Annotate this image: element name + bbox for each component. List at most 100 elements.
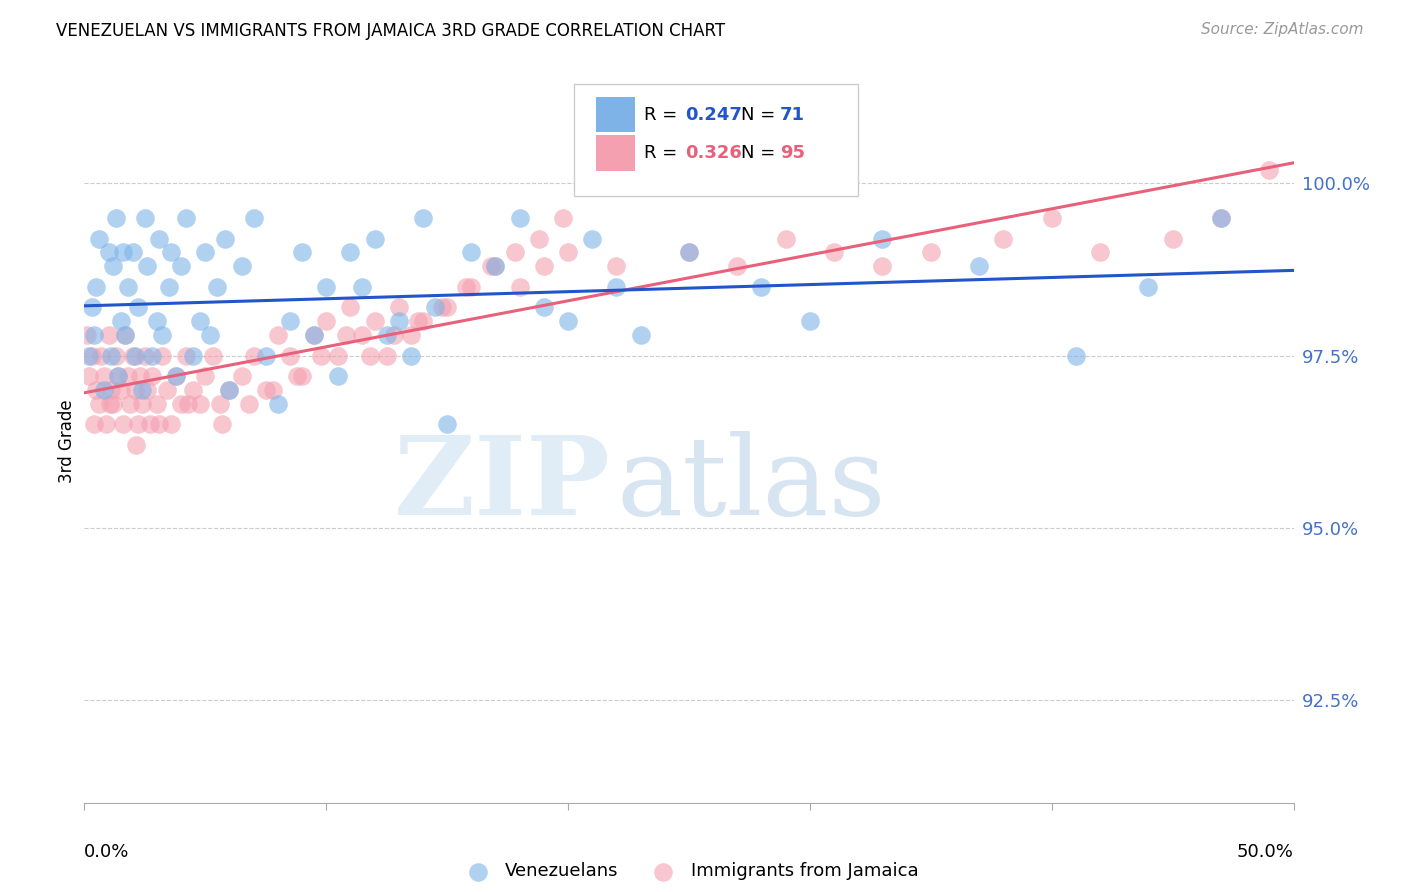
Point <box>148 417 170 432</box>
Point <box>302 327 325 342</box>
Point <box>170 259 193 273</box>
Point <box>157 279 180 293</box>
Point <box>1209 211 1232 225</box>
Point <box>124 349 146 363</box>
Point <box>359 349 381 363</box>
Point <box>214 231 236 245</box>
Point <box>120 397 142 411</box>
Point <box>399 327 422 342</box>
Point <box>194 245 217 260</box>
Point <box>1258 162 1281 177</box>
Point <box>375 327 398 342</box>
Text: 50.0%: 50.0% <box>1237 843 1294 861</box>
Point <box>1137 279 1160 293</box>
Point <box>412 314 434 328</box>
Point <box>98 397 121 411</box>
Point <box>267 327 290 342</box>
Point <box>432 301 454 315</box>
Point <box>211 417 233 432</box>
Point <box>533 259 555 273</box>
Point <box>150 327 173 342</box>
Point <box>112 417 135 432</box>
Point <box>170 397 193 411</box>
Point <box>484 259 506 273</box>
Point <box>553 211 575 225</box>
Point <box>107 369 129 384</box>
Point <box>190 397 212 411</box>
Point <box>104 211 127 225</box>
Point <box>242 349 264 363</box>
Point <box>339 245 361 260</box>
Point <box>110 383 132 397</box>
Point <box>181 349 204 363</box>
Text: 0.0%: 0.0% <box>84 843 129 861</box>
Text: ZIP: ZIP <box>394 432 610 539</box>
Point <box>218 383 240 397</box>
Point <box>967 259 990 273</box>
Point <box>110 314 132 328</box>
Point <box>77 349 100 363</box>
Text: 71: 71 <box>780 106 804 124</box>
Text: N =: N = <box>741 106 780 124</box>
Point <box>112 245 135 260</box>
Point <box>605 259 627 273</box>
Point <box>114 327 136 342</box>
Point <box>254 349 277 363</box>
Point <box>124 383 146 397</box>
Point <box>872 231 894 245</box>
Point <box>460 245 482 260</box>
Point <box>557 314 579 328</box>
Point <box>503 245 526 260</box>
Point <box>138 417 160 432</box>
Point <box>460 279 482 293</box>
Point <box>177 397 200 411</box>
Point <box>194 369 217 384</box>
Point <box>136 383 159 397</box>
Point <box>775 231 797 245</box>
Point <box>254 383 277 397</box>
Point <box>352 327 374 342</box>
Point <box>302 327 325 342</box>
Point <box>231 369 253 384</box>
Point <box>328 349 350 363</box>
Point <box>1209 211 1232 225</box>
Point <box>872 259 894 273</box>
Point <box>121 349 143 363</box>
Point <box>725 259 748 273</box>
Point <box>160 417 183 432</box>
Point <box>335 327 357 342</box>
Point <box>328 369 350 384</box>
Point <box>146 397 169 411</box>
Point <box>799 314 821 328</box>
Point <box>174 211 197 225</box>
Point <box>100 349 122 363</box>
FancyBboxPatch shape <box>596 97 634 132</box>
Point <box>238 397 260 411</box>
Point <box>1064 349 1087 363</box>
Point <box>339 301 361 315</box>
Point <box>155 383 177 397</box>
Text: 95: 95 <box>780 145 804 162</box>
Point <box>134 349 156 363</box>
Point <box>388 301 411 315</box>
Point <box>93 369 115 384</box>
Text: N =: N = <box>741 145 780 162</box>
Point <box>165 369 187 384</box>
Point <box>363 314 385 328</box>
Point <box>479 259 502 273</box>
Point <box>174 349 197 363</box>
Point <box>90 349 112 363</box>
Point <box>533 301 555 315</box>
Point <box>107 369 129 384</box>
Point <box>207 279 229 293</box>
Point <box>920 245 942 260</box>
Point <box>678 245 700 260</box>
Point <box>93 383 115 397</box>
Text: R =: R = <box>644 145 683 162</box>
Point <box>94 417 117 432</box>
Point <box>630 327 652 342</box>
Point <box>127 417 149 432</box>
Point <box>352 279 374 293</box>
Point <box>198 327 221 342</box>
Point <box>136 259 159 273</box>
